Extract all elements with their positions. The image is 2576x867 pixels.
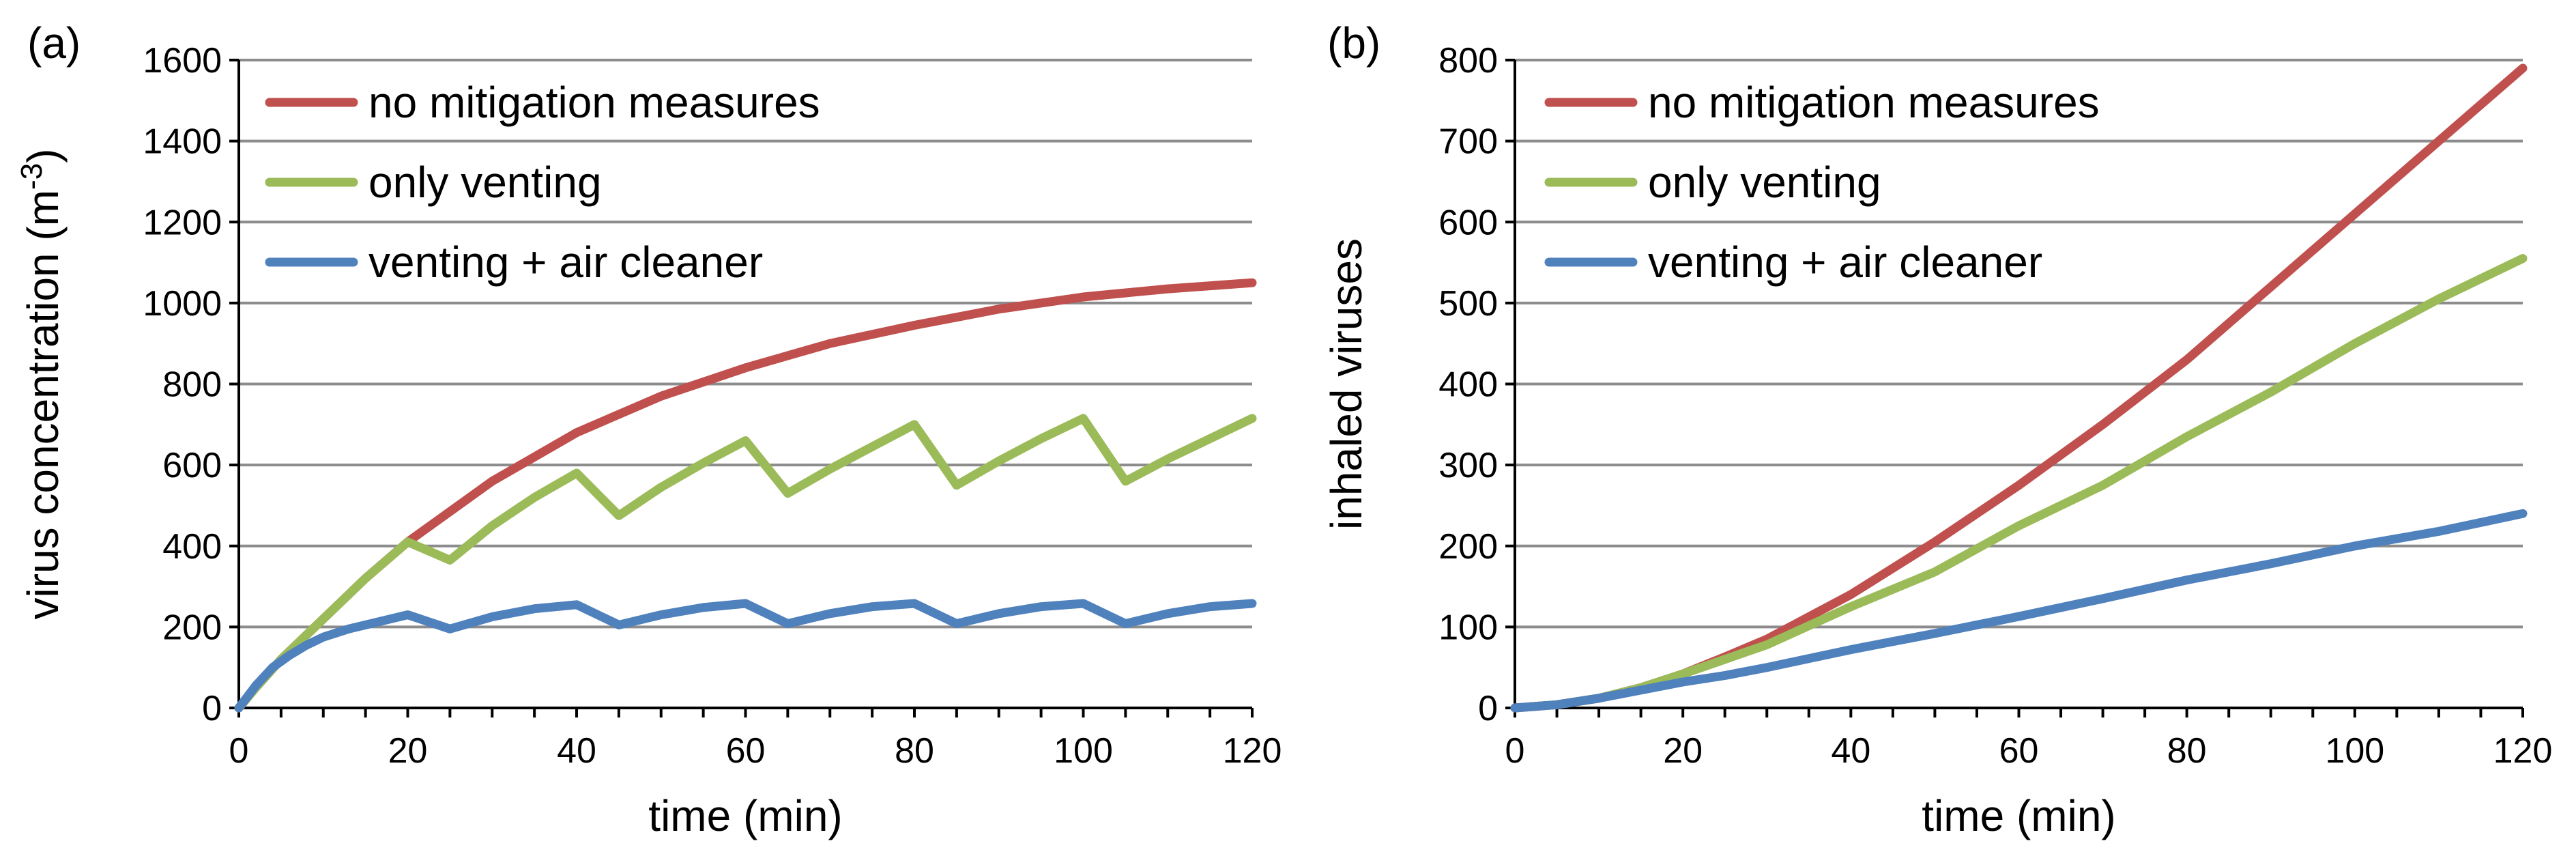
y-tick-label: 400	[1438, 365, 1498, 405]
chart-panel-a: 0 200 400 600 800 1000 1200 1400 1600 0 20 40 60 80 10…	[15, 18, 1282, 840]
x-tick-label: 0	[229, 731, 249, 771]
x-tick-label: 120	[1223, 731, 1282, 771]
series-line-only-venting	[234, 414, 1257, 713]
y-axis-title: virus concentration (m-3)	[15, 149, 68, 620]
series-line-venting-air-cleaner	[1510, 509, 2528, 713]
x-tick-label: 20	[388, 731, 428, 771]
y-tick-label: 200	[162, 608, 222, 647]
legend-label: only venting	[1648, 158, 1881, 207]
y-tick-label: 400	[162, 527, 222, 567]
x-tick-label: 100	[1054, 731, 1113, 771]
y-tick-label: 1400	[143, 122, 222, 162]
legend-label: only venting	[368, 158, 602, 207]
series-line-venting-air-cleaner	[234, 599, 1257, 713]
y-tick-label: 800	[1438, 41, 1498, 81]
legend-label: no mitigation measures	[1648, 78, 2100, 127]
x-axis-title: time (min)	[1922, 791, 2115, 840]
y-tick-label: 0	[1478, 689, 1498, 728]
x-tick-label: 120	[2493, 731, 2553, 771]
legend-label: venting + air cleaner	[1648, 238, 2042, 287]
y-tick-label: 700	[1438, 122, 1498, 162]
x-tick-label: 40	[1831, 731, 1870, 771]
x-tick-label: 100	[2325, 731, 2384, 771]
x-axis-title: time (min)	[648, 791, 842, 840]
legend-label: no mitigation measures	[368, 78, 820, 127]
y-tick-label: 300	[1438, 446, 1498, 485]
y-tick-label: 1600	[143, 41, 222, 81]
y-tick-label: 0	[202, 689, 222, 728]
legend-label: venting + air cleaner	[368, 238, 763, 287]
y-tick-label: 100	[1438, 608, 1498, 647]
x-tick-label: 0	[1505, 731, 1525, 771]
y-tick-label: 1000	[143, 284, 222, 324]
x-tick-label: 40	[557, 731, 596, 771]
y-tick-label: 600	[162, 446, 222, 485]
x-tick-label: 60	[1999, 731, 2039, 771]
panel-label: (a)	[27, 18, 81, 68]
x-tick-label: 60	[726, 731, 766, 771]
y-axis-title: inhaled viruses	[1322, 238, 1371, 530]
y-tick-label: 1200	[143, 203, 222, 242]
y-tick-label: 200	[1438, 527, 1498, 567]
panel-label: (b)	[1327, 18, 1380, 68]
y-tick-label: 800	[162, 365, 222, 405]
x-tick-label: 80	[2167, 731, 2207, 771]
chart-panel-b: 0 100 200 300 400 500 600 700 800 0 20 40 60 80 100 120…	[1322, 18, 2552, 840]
x-tick-label: 20	[1663, 731, 1703, 771]
x-tick-label: 80	[895, 731, 934, 771]
series-line-no-mitigation	[234, 278, 1257, 713]
y-tick-label: 500	[1438, 284, 1498, 324]
y-tick-label: 600	[1438, 203, 1498, 242]
